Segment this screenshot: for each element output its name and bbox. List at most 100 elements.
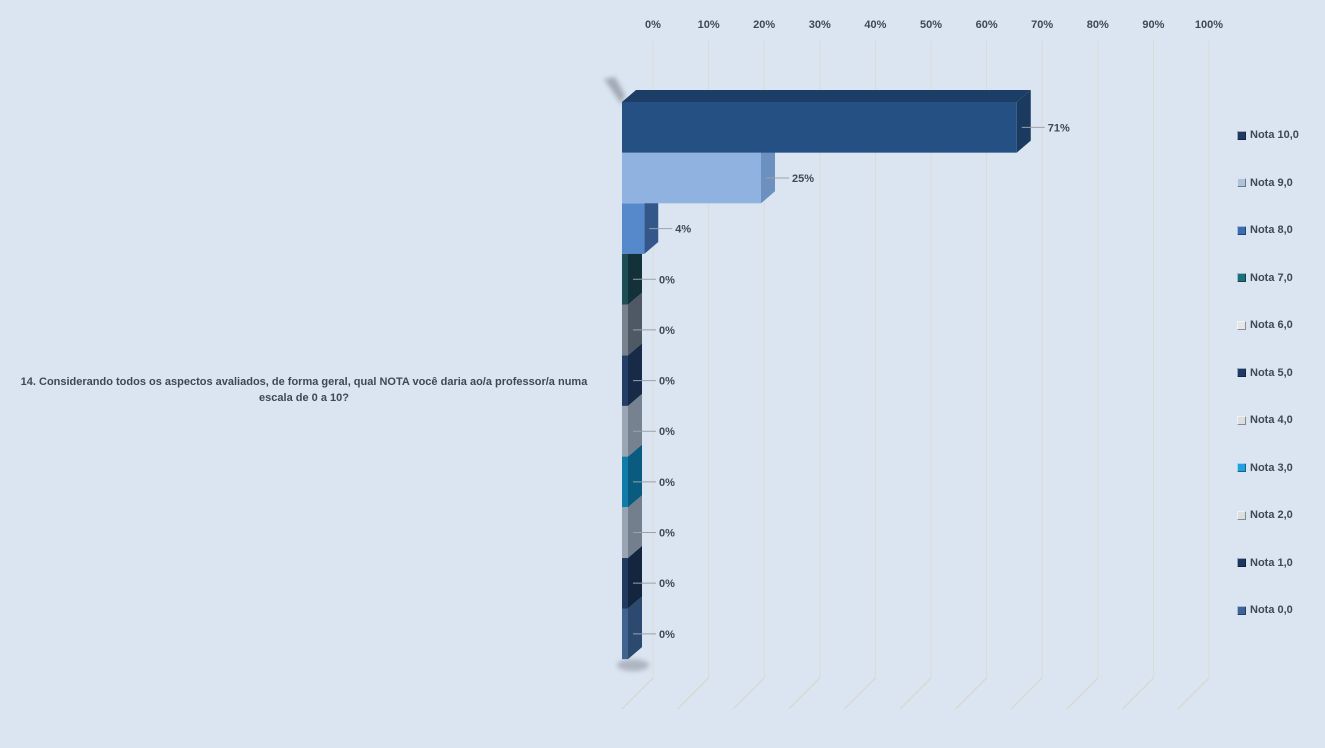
legend-marker-icon <box>1237 273 1246 282</box>
bar-side-face <box>761 140 775 204</box>
data-label: 0% <box>659 325 675 337</box>
bar-front-face <box>622 507 628 558</box>
x-axis-tick-label: 70% <box>1031 19 1053 31</box>
bar-side-face <box>628 393 642 457</box>
legend-marker-icon <box>1237 558 1246 567</box>
chart-legend: Nota 10,0 Nota 9,0 Nota 8,0 Nota 7,0 Nota 6,… <box>1237 0 1325 748</box>
bar-side-face <box>628 444 642 508</box>
bar-front-face <box>622 608 628 660</box>
data-labels-layer: 71% 25% 4% 0% 0% 0% 0% 0% 0% 0% 0% <box>633 122 1070 641</box>
data-label: 0% <box>659 426 675 438</box>
legend-item-nota-4-0[interactable]: Nota 4,0 <box>1237 414 1293 426</box>
bar-front-face <box>622 405 628 457</box>
data-label: 4% <box>675 224 691 236</box>
legend-marker-icon <box>1237 463 1246 472</box>
floor-gridline <box>677 677 709 710</box>
category-axis-title: 14. Considerando todos os aspectos avali… <box>20 376 588 404</box>
bar-nota-0-0[interactable] <box>622 596 642 660</box>
bar-nota-9-0[interactable] <box>622 140 775 204</box>
bar-nota-8-0[interactable] <box>622 191 659 254</box>
legend-item-label: Nota 4,0 <box>1250 414 1293 426</box>
data-label: 0% <box>659 629 675 641</box>
bar-front-face <box>622 152 761 204</box>
floor-gridline <box>732 677 765 710</box>
bar-side-face <box>628 495 642 558</box>
legend-item-label: Nota 9,0 <box>1250 176 1293 189</box>
floor-gridline <box>1066 677 1099 710</box>
x-axis-tick-label: 40% <box>864 19 886 31</box>
bar-shadows <box>604 77 649 672</box>
legend-item-label: Nota 6,0 <box>1250 319 1293 331</box>
value-axis-layer: 0% 10% 20% 30% 40% 50% 60% 70% 80% 90% 100% <box>645 19 1223 31</box>
legend-item-label: Nota 5,0 <box>1250 366 1293 379</box>
x-axis-tick-label: 10% <box>698 19 720 31</box>
floor-gridline <box>1010 677 1043 710</box>
data-label: 0% <box>659 578 675 590</box>
data-label: 0% <box>659 274 675 286</box>
bar-bottom-shadow <box>617 659 649 672</box>
legend-item-nota-1-0[interactable]: Nota 1,0 <box>1237 557 1293 569</box>
bar-side-face <box>1016 90 1031 153</box>
bar-side-face <box>628 596 642 660</box>
legend-item-label: Nota 3,0 <box>1250 461 1293 474</box>
legend-item-nota-2-0[interactable]: Nota 2,0 <box>1237 509 1293 521</box>
bar-nota-10-0[interactable] <box>622 90 1031 153</box>
bar-nota-7-0[interactable] <box>622 241 642 305</box>
data-label: 71% <box>1048 122 1070 134</box>
bar-nota-5-0[interactable] <box>622 343 642 406</box>
bar-nota-1-0[interactable] <box>622 545 642 609</box>
data-label: 0% <box>659 477 675 489</box>
floor-gridline <box>1177 677 1210 710</box>
bar-front-face <box>622 355 628 406</box>
legend-marker-icon <box>1237 605 1246 615</box>
bar-side-face <box>628 343 642 406</box>
legend-item-nota-0-0[interactable]: Nota 0,0 <box>1237 604 1293 616</box>
bar-front-face <box>622 304 628 356</box>
legend-marker-icon <box>1237 320 1246 330</box>
legend-item-label: Nota 1,0 <box>1250 556 1293 569</box>
legend-item-nota-7-0[interactable]: Nota 7,0 <box>1237 272 1293 284</box>
legend-marker-icon <box>1237 415 1246 425</box>
legend-item-nota-6-0[interactable]: Nota 6,0 <box>1237 319 1293 331</box>
legend-item-nota-5-0[interactable]: Nota 5,0 <box>1237 367 1293 379</box>
legend-item-nota-9-0[interactable]: Nota 9,0 <box>1237 177 1293 189</box>
bar-front-face <box>622 456 628 508</box>
bar-front-face <box>622 203 645 254</box>
legend-item-label: Nota 8,0 <box>1250 224 1293 236</box>
bar-nota-3-0[interactable] <box>622 444 642 508</box>
x-axis-tick-label: 80% <box>1087 19 1109 31</box>
legend-marker-icon <box>1237 178 1246 187</box>
x-axis-tick-label: 60% <box>976 19 998 31</box>
bar-nota-2-0[interactable] <box>622 495 642 558</box>
bar-front-face <box>622 557 628 609</box>
bar-front-face <box>622 253 628 305</box>
x-axis-tick-label: 100% <box>1195 19 1223 31</box>
x-axis-tick-label: 20% <box>753 19 775 31</box>
data-label: 0% <box>659 528 675 540</box>
x-axis-tick-label: 90% <box>1142 19 1164 31</box>
legend-item-nota-3-0[interactable]: Nota 3,0 <box>1237 462 1293 474</box>
legend-marker-icon <box>1237 368 1246 377</box>
bar-nota-6-0[interactable] <box>622 292 642 356</box>
bar-side-face <box>644 191 659 254</box>
x-axis-tick-label: 0% <box>645 19 661 31</box>
floor-gridline <box>788 677 821 710</box>
legend-item-label: Nota 0,0 <box>1250 604 1293 616</box>
data-label: 0% <box>659 376 675 388</box>
data-label: 25% <box>792 173 814 185</box>
floor-gridline <box>899 677 932 710</box>
bar-series-layer <box>622 90 1031 660</box>
bar-front-face <box>622 102 1017 153</box>
legend-item-label: Nota 7,0 <box>1250 271 1293 284</box>
legend-marker-icon <box>1237 130 1246 140</box>
bar-side-face <box>628 545 642 609</box>
floor-gridline <box>844 677 876 710</box>
legend-item-nota-10-0[interactable]: Nota 10,0 <box>1237 129 1299 141</box>
bar-side-face <box>628 241 642 305</box>
bar-top-shadow <box>604 77 625 105</box>
floor-gridline <box>621 677 654 710</box>
floor-gridline <box>955 677 987 710</box>
legend-item-nota-8-0[interactable]: Nota 8,0 <box>1237 224 1293 236</box>
bar-nota-4-0[interactable] <box>622 393 642 457</box>
